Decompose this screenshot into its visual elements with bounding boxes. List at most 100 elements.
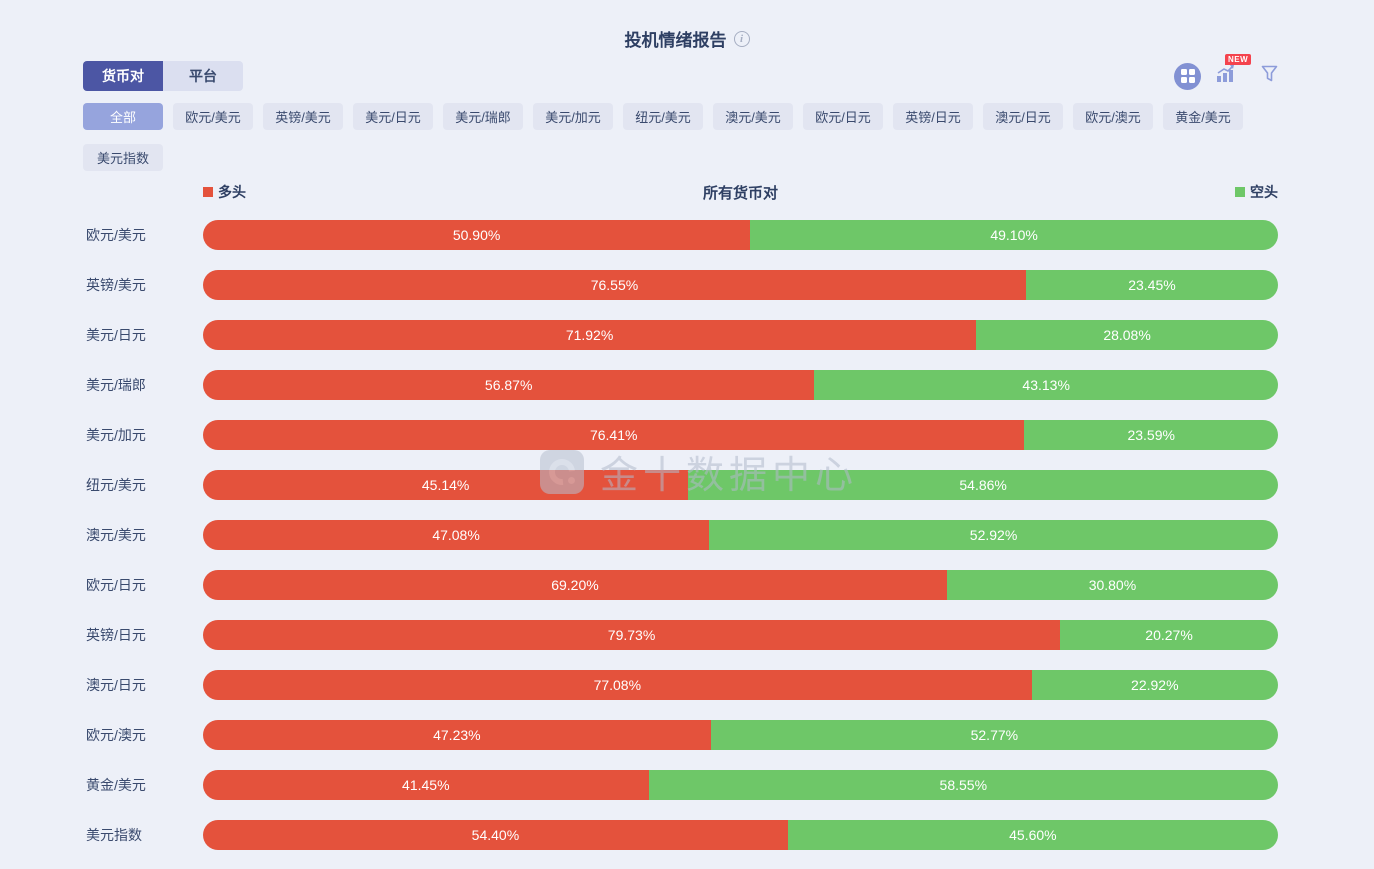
sentiment-row: 欧元/日元 69.20% 30.80% <box>0 560 1374 610</box>
currency-filter-chips: 全部 欧元/美元 英镑/美元 美元/日元 美元/瑞郎 美元/加元 纽元/美元 澳元/美元 欧元/… <box>83 103 1263 171</box>
short-percent: 52.92% <box>969 527 1018 543</box>
currency-pair-label: 澳元/日元 <box>86 677 146 693</box>
filter-chip-0[interactable]: 全部 <box>83 103 163 130</box>
long-segment[interactable]: 76.55% <box>203 270 1026 300</box>
short-percent: 58.55% <box>939 777 988 793</box>
chart-header: 多头 所有货币对 空头 <box>203 180 1278 204</box>
sentiment-bar[interactable]: 45.14% 54.86% <box>203 470 1278 500</box>
filter-chip-2[interactable]: 英镑/美元 <box>263 103 343 130</box>
tab-0[interactable]: 货币对 <box>83 61 163 91</box>
short-segment[interactable]: 28.08% <box>976 320 1278 350</box>
sentiment-bar[interactable]: 50.90% 49.10% <box>203 220 1278 250</box>
long-segment[interactable]: 71.92% <box>203 320 977 350</box>
new-badge: NEW <box>1225 53 1252 65</box>
currency-pair-label: 澳元/美元 <box>86 527 146 543</box>
filter-chip-1[interactable]: 欧元/美元 <box>173 103 253 130</box>
short-segment[interactable]: 58.55% <box>648 770 1278 800</box>
short-segment[interactable]: 23.45% <box>1025 270 1278 300</box>
short-percent: 22.92% <box>1131 677 1179 693</box>
sentiment-bar[interactable]: 71.92% 28.08% <box>203 320 1278 350</box>
sentiment-bar[interactable]: 47.08% 52.92% <box>203 520 1278 550</box>
currency-pair-label: 纽元/美元 <box>86 477 146 493</box>
long-swatch <box>203 187 213 197</box>
filter-chip-8[interactable]: 欧元/日元 <box>803 103 883 130</box>
long-segment[interactable]: 45.14% <box>203 470 689 500</box>
filter-chip-9[interactable]: 英镑/日元 <box>893 103 973 130</box>
short-swatch <box>1235 187 1245 197</box>
sentiment-bar[interactable]: 76.41% 23.59% <box>203 420 1278 450</box>
long-segment[interactable]: 41.45% <box>203 770 649 800</box>
currency-pair-label: 美元指数 <box>86 827 142 843</box>
long-segment[interactable]: 69.20% <box>203 570 947 600</box>
sentiment-bar[interactable]: 47.23% 52.77% <box>203 720 1278 750</box>
short-segment[interactable]: 49.10% <box>750 220 1278 250</box>
short-segment[interactable]: 23.59% <box>1024 420 1278 450</box>
filter-chip-10[interactable]: 澳元/日元 <box>983 103 1063 130</box>
sentiment-row: 美元指数 54.40% 45.60% <box>0 810 1374 860</box>
sentiment-bar[interactable]: 79.73% 20.27% <box>203 620 1278 650</box>
legend-long: 多头 <box>203 182 246 202</box>
sentiment-bar[interactable]: 76.55% 23.45% <box>203 270 1278 300</box>
sentiment-row: 美元/加元 76.41% 23.59% <box>0 410 1374 460</box>
long-segment[interactable]: 77.08% <box>203 670 1032 700</box>
grid-icon[interactable] <box>1174 62 1201 90</box>
short-percent: 28.08% <box>1103 327 1151 343</box>
trend-chart-icon[interactable]: NEW <box>1216 53 1252 88</box>
long-segment[interactable]: 56.87% <box>203 370 815 400</box>
currency-pair-label: 美元/日元 <box>86 327 146 343</box>
sentiment-bar[interactable]: 77.08% 22.92% <box>203 670 1278 700</box>
currency-pair-label: 黄金/美元 <box>86 777 146 793</box>
sentiment-bar[interactable]: 69.20% 30.80% <box>203 570 1278 600</box>
filter-chip-4[interactable]: 美元/瑞郎 <box>443 103 523 130</box>
sentiment-bar[interactable]: 54.40% 45.60% <box>203 820 1278 850</box>
info-icon[interactable]: i <box>733 30 750 47</box>
sentiment-row: 欧元/澳元 47.23% 52.77% <box>0 710 1374 760</box>
sentiment-row: 澳元/日元 77.08% 22.92% <box>0 660 1374 710</box>
filter-chip-3[interactable]: 美元/日元 <box>353 103 433 130</box>
sentiment-bar[interactable]: 56.87% 43.13% <box>203 370 1278 400</box>
short-segment[interactable]: 20.27% <box>1060 620 1278 650</box>
long-percent: 69.20% <box>551 577 599 593</box>
short-segment[interactable]: 45.60% <box>787 820 1278 850</box>
short-segment[interactable]: 43.13% <box>814 370 1278 400</box>
filter-chip-13[interactable]: 美元指数 <box>83 144 163 171</box>
sentiment-bar[interactable]: 41.45% 58.55% <box>203 770 1278 800</box>
short-percent: 23.59% <box>1127 427 1175 443</box>
currency-pair-label: 美元/瑞郎 <box>86 377 146 393</box>
sentiment-row: 美元/瑞郎 56.87% 43.13% <box>0 360 1374 410</box>
filter-chip-6[interactable]: 纽元/美元 <box>623 103 703 130</box>
filter-chip-11[interactable]: 欧元/澳元 <box>1073 103 1153 130</box>
short-percent: 30.80% <box>1088 577 1137 593</box>
filter-chip-5[interactable]: 美元/加元 <box>533 103 613 130</box>
long-segment[interactable]: 79.73% <box>203 620 1061 650</box>
long-percent: 71.92% <box>565 327 614 343</box>
legend-short-label: 空头 <box>1250 184 1278 200</box>
long-segment[interactable]: 47.23% <box>203 720 711 750</box>
filter-icon[interactable] <box>1261 65 1278 88</box>
short-segment[interactable]: 52.92% <box>709 520 1278 550</box>
sentiment-row: 纽元/美元 45.14% 54.86% <box>0 460 1374 510</box>
filter-chip-12[interactable]: 黄金/美元 <box>1163 103 1243 130</box>
sentiment-rows: 欧元/美元 50.90% 49.10% 英镑/美元 76.55% 23.45% … <box>0 210 1374 860</box>
view-tabs: 货币对 平台 <box>83 61 243 91</box>
long-segment[interactable]: 50.90% <box>203 220 751 250</box>
long-segment[interactable]: 47.08% <box>203 520 710 550</box>
short-percent: 43.13% <box>1022 377 1070 393</box>
toolbar: NEW <box>1174 53 1278 92</box>
short-segment[interactable]: 52.77% <box>710 720 1278 750</box>
short-percent: 45.60% <box>1009 827 1057 843</box>
currency-pair-label: 英镑/美元 <box>86 277 146 293</box>
tab-1[interactable]: 平台 <box>163 61 243 91</box>
short-segment[interactable]: 54.86% <box>688 470 1278 500</box>
short-percent: 54.86% <box>959 477 1007 493</box>
chart-title: 所有货币对 <box>702 184 778 202</box>
short-segment[interactable]: 22.92% <box>1031 670 1278 700</box>
filter-chip-7[interactable]: 澳元/美元 <box>713 103 793 130</box>
currency-pair-label: 英镑/日元 <box>86 627 146 643</box>
sentiment-row: 黄金/美元 41.45% 58.55% <box>0 760 1374 810</box>
short-segment[interactable]: 30.80% <box>946 570 1278 600</box>
sentiment-chart: 多头 所有货币对 空头 欧元/美元 50.90% 49.10% 英镑/美元 76… <box>0 180 1374 860</box>
currency-pair-label: 欧元/日元 <box>86 577 146 593</box>
long-segment[interactable]: 76.41% <box>203 420 1025 450</box>
long-segment[interactable]: 54.40% <box>203 820 788 850</box>
